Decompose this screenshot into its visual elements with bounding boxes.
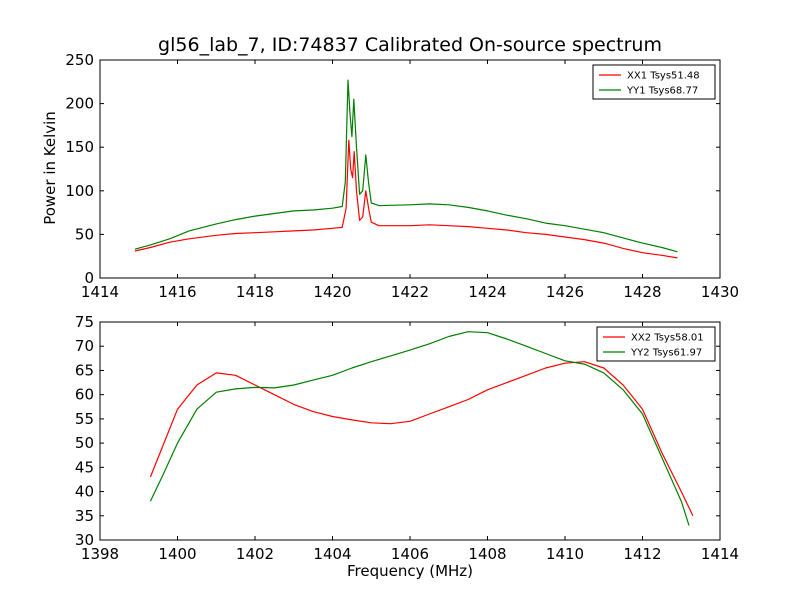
y-tick-label: 50	[75, 434, 94, 452]
y-tick-label: 50	[75, 225, 94, 243]
x-tick-label: 1400	[158, 545, 196, 563]
legend-entry: XX2 Tsys58.01	[631, 333, 704, 344]
y-tick-label: 70	[75, 337, 94, 355]
legend-box	[596, 326, 716, 362]
x-tick-label: 1430	[701, 283, 739, 301]
x-tick-label: 1422	[391, 283, 429, 301]
series-line-2-1	[149, 361, 694, 517]
x-tick-label: 1406	[391, 545, 429, 563]
x-tick-label: 1416	[158, 283, 196, 301]
x-axis-label-bottom: Frequency (MHz)	[346, 562, 474, 580]
y-tick-label: 35	[75, 507, 94, 525]
y-tick-label: 100	[65, 182, 94, 200]
x-tick-label: 1424	[468, 283, 506, 301]
x-tick-label: 1404	[313, 545, 351, 563]
y-tick-label: 55	[75, 410, 94, 428]
bottom-subplot: 1398 1400 1402 1404 1406 1408 1410 1412 1414 30 35…	[75, 313, 739, 563]
x-tick-label: 1420	[313, 283, 351, 301]
series-line-1-2	[134, 79, 678, 253]
legend: XX2 Tsys58.01 YY2 Tsys61.97	[596, 326, 716, 362]
y-tick-label: 30	[75, 531, 94, 549]
x-tick-label: 1414	[701, 545, 739, 563]
top-subplot: 1414 1416 1418 1420 1422 1424 1426 1428 1430 0 50 1…	[65, 51, 739, 301]
y-tick-label: 65	[75, 361, 94, 379]
series-line-2-2	[149, 331, 690, 526]
x-tick-label: 1426	[546, 283, 584, 301]
legend-entry: YY2 Tsys61.97	[630, 348, 702, 359]
y-tick-label: 250	[65, 51, 94, 69]
x-tick-label: 1412	[623, 545, 661, 563]
y-tick-label: 0	[84, 269, 94, 287]
x-tick-label: 1402	[236, 545, 274, 563]
chart-title: gl56_lab_7, ID:74837 Calibrated On-sourc…	[158, 34, 662, 56]
x-tick-label: 1418	[236, 283, 274, 301]
y-tick-label: 200	[65, 95, 94, 113]
legend-entry: XX1 Tsys51.48	[627, 71, 700, 82]
y-tick-label: 75	[75, 313, 94, 331]
x-tick-label: 1428	[623, 283, 661, 301]
x-tick-label: 1408	[468, 545, 506, 563]
series-line-1-1	[134, 139, 678, 259]
x-tick-label: 1410	[546, 545, 584, 563]
x-tick-label: 1398	[81, 545, 119, 563]
x-tick-label: 1414	[81, 283, 119, 301]
legend-box	[592, 64, 716, 100]
y-tick-label: 40	[75, 483, 94, 501]
y-tick-label: 45	[75, 458, 94, 476]
y-axis-label-top: Power in Kelvin	[41, 111, 59, 225]
y-tick-label: 60	[75, 386, 94, 404]
legend: XX1 Tsys51.48 YY1 Tsys68.77	[592, 64, 716, 100]
y-tick-label: 150	[65, 138, 94, 156]
legend-entry: YY1 Tsys68.77	[626, 86, 698, 97]
